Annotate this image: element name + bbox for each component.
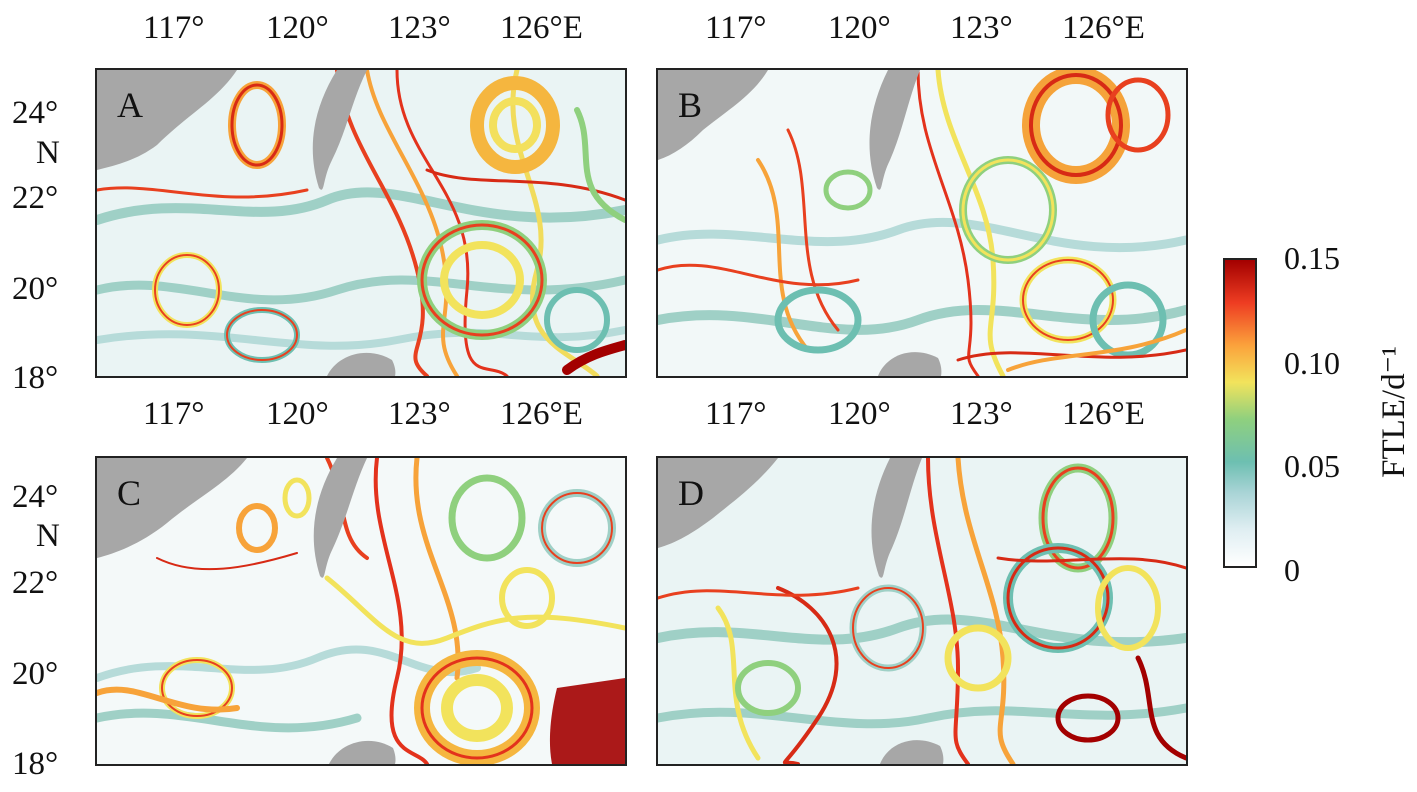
- luzon-island-a: [327, 352, 396, 376]
- lon-tick-top-left-126: 126°E: [500, 10, 583, 46]
- mainland-coast-b: [658, 70, 768, 160]
- colorbar-tick-0-05: 0.05: [1284, 448, 1340, 484]
- lon-tick-mid-right-117: 117°: [705, 396, 767, 432]
- lat-unit-upper: N: [36, 135, 60, 171]
- lat-tick-lower-24: 24°: [12, 479, 59, 515]
- taiwan-island-b: [869, 70, 920, 190]
- luzon-island-c: [329, 740, 396, 764]
- map-panel-b: B: [656, 68, 1188, 378]
- colorbar: [1223, 258, 1257, 568]
- taiwan-island-c: [313, 458, 367, 578]
- lon-tick-top-right-117: 117°: [705, 10, 767, 46]
- luzon-island-d: [880, 740, 944, 764]
- lon-tick-top-right-126: 126°E: [1062, 10, 1145, 46]
- colorbar-title: FTLE/d⁻¹: [1376, 346, 1412, 478]
- lon-tick-top-right-123: 123°: [950, 10, 1013, 46]
- lon-tick-mid-left-123: 123°: [388, 396, 451, 432]
- lon-tick-mid-right-126: 126°E: [1062, 396, 1145, 432]
- lon-tick-mid-right-120: 120°: [828, 396, 891, 432]
- mainland-coast-a: [97, 70, 237, 170]
- lon-tick-mid-right-123: 123°: [950, 396, 1013, 432]
- colorbar-tick-0-15: 0.15: [1284, 240, 1340, 276]
- lon-tick-mid-left-120: 120°: [266, 396, 329, 432]
- map-panel-d: D: [656, 456, 1188, 766]
- panel-label-c: C: [117, 473, 142, 513]
- lat-tick-lower-18: 18°: [12, 746, 59, 782]
- lat-tick-lower-20: 20°: [12, 656, 59, 692]
- panel-label-b: B: [678, 85, 703, 125]
- lat-unit-lower: N: [36, 518, 60, 554]
- lon-tick-mid-left-126: 126°E: [500, 396, 583, 432]
- panel-label-a: A: [117, 85, 143, 125]
- lon-tick-top-left-123: 123°: [388, 10, 451, 46]
- lon-tick-top-left-120: 120°: [266, 10, 329, 46]
- luzon-island-b: [878, 352, 942, 376]
- ftle-field-d: [658, 458, 1186, 764]
- lon-tick-top-right-120: 120°: [828, 10, 891, 46]
- colorbar-tick-0-10: 0.10: [1284, 345, 1340, 381]
- lon-tick-top-left-117: 117°: [143, 10, 205, 46]
- lat-tick-upper-18: 18°: [12, 360, 59, 396]
- lat-tick-lower-22: 22°: [12, 565, 59, 601]
- lat-tick-upper-24: 24°: [12, 95, 59, 131]
- lat-tick-upper-22: 22°: [12, 180, 59, 216]
- taiwan-island-a: [312, 70, 367, 190]
- ftle-field-a: [97, 70, 625, 376]
- lon-tick-mid-left-117: 117°: [143, 396, 205, 432]
- map-panel-c: C: [95, 456, 627, 766]
- panel-label-d: D: [678, 473, 704, 513]
- colorbar-tick-0: 0: [1284, 552, 1300, 588]
- taiwan-island-d: [871, 458, 922, 578]
- mainland-coast-d: [658, 458, 778, 548]
- map-panel-a: A: [95, 68, 627, 378]
- ftle-field-b: [658, 70, 1186, 376]
- mainland-coast-c: [97, 458, 247, 558]
- ftle-field-c: [97, 458, 625, 764]
- lat-tick-upper-20: 20°: [12, 271, 59, 307]
